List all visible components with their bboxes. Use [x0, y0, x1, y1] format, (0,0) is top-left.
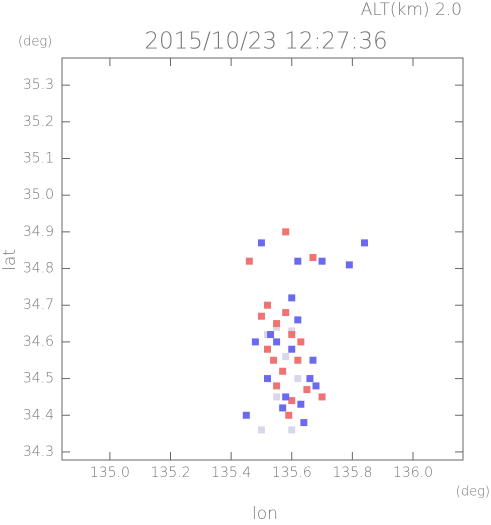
data-cell [288, 294, 296, 302]
data-cell [297, 338, 305, 346]
data-cell [282, 393, 290, 401]
data-cell [288, 327, 296, 335]
y-tick-label: 35.3 [23, 77, 54, 93]
x-tick-label: 135.8 [332, 465, 372, 481]
data-cell [273, 393, 281, 401]
data-cell [360, 239, 368, 247]
x-tick-label: 135.6 [272, 465, 312, 481]
x-tick-label: 136.0 [393, 465, 433, 481]
data-cell [264, 301, 272, 309]
y-tick-label: 34.5 [23, 371, 54, 387]
data-cell [312, 382, 320, 390]
chart-subtitle: ALT(km) 2.0 [361, 0, 462, 20]
data-cell [297, 400, 305, 408]
data-cell [279, 404, 287, 412]
data-cell [257, 426, 265, 434]
y-unit: (deg) [18, 35, 52, 50]
data-cell [282, 228, 290, 236]
data-cell [300, 419, 308, 427]
y-axis-label: lat [0, 249, 20, 271]
chart-title: 2015/10/23 12:27:36 [144, 29, 387, 55]
data-cell [303, 386, 311, 394]
data-cell [282, 309, 290, 317]
data-cell [245, 257, 253, 265]
data-cell [264, 345, 272, 353]
data-cell [309, 254, 317, 262]
data-cell [270, 356, 278, 364]
data-cell [288, 345, 296, 353]
data-cell [273, 382, 281, 390]
data-cell [288, 397, 296, 405]
data-cell [345, 261, 353, 269]
data-cell [282, 353, 290, 361]
data-cell [306, 375, 314, 383]
data-cell [251, 338, 259, 346]
y-tick-label: 35.0 [23, 187, 54, 203]
y-tick-label: 34.4 [23, 407, 54, 423]
data-cell [309, 356, 317, 364]
data-cell [285, 411, 293, 419]
x-axis-label: lon [252, 504, 278, 521]
data-cell [273, 323, 281, 331]
x-unit: (deg) [456, 485, 490, 500]
data-cell [257, 239, 265, 247]
x-tick-label: 135.0 [90, 465, 130, 481]
y-tick-label: 35.2 [23, 114, 54, 130]
y-tick-label: 34.7 [23, 297, 54, 313]
data-cell [288, 331, 296, 339]
data-cell [267, 331, 275, 339]
data-cell [273, 320, 281, 328]
y-tick-label: 34.9 [23, 224, 54, 240]
y-tick-label: 34.8 [23, 261, 54, 277]
data-cell [264, 375, 272, 383]
plot-frame [61, 57, 464, 461]
data-cell [273, 338, 281, 346]
data-cell [294, 316, 302, 324]
y-tick-label: 34.3 [23, 444, 54, 460]
data-cell [288, 426, 296, 434]
x-tick-label: 135.4 [211, 465, 251, 481]
data-cell [279, 367, 287, 375]
data-cell [294, 375, 302, 383]
data-cell [242, 411, 250, 419]
y-tick-label: 34.6 [23, 334, 54, 350]
data-cell [257, 312, 265, 320]
data-cell [294, 356, 302, 364]
y-tick-label: 35.1 [23, 151, 54, 167]
data-cell [318, 257, 326, 265]
x-tick-label: 135.2 [150, 465, 190, 481]
data-cell [294, 257, 302, 265]
data-cell [318, 393, 326, 401]
